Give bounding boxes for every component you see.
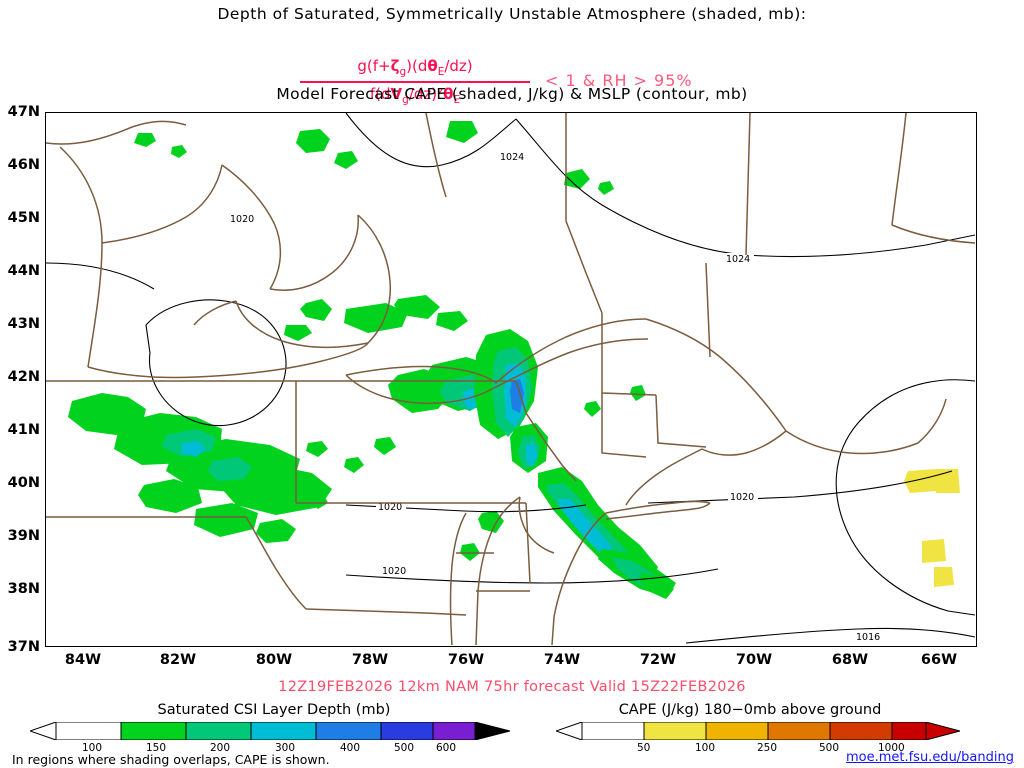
svg-text:1020: 1020 — [730, 492, 754, 503]
lat-label-45n: 45N — [7, 210, 40, 226]
cape-shading — [904, 469, 960, 587]
source-url-link[interactable]: moe.met.fsu.edu/banding — [845, 750, 1014, 765]
csi-tick-500: 500 — [394, 742, 415, 754]
csi-tick-150: 150 — [146, 742, 167, 754]
mslp-contours — [46, 113, 975, 644]
colorbar-cape — [556, 722, 960, 740]
overlap-note: In regions where shading overlaps, CAPE … — [12, 752, 330, 767]
contour-labels: 1024 1020 1024 1020 1020 1020 1016 — [228, 151, 884, 643]
lat-label-38n: 38N — [7, 581, 40, 597]
forecast-timestamp: 12Z19FEB2026 12km NAM 75hr forecast Vali… — [278, 679, 746, 695]
lat-label-42n: 42N — [7, 369, 40, 385]
csi-tick-400: 400 — [340, 742, 361, 754]
svg-text:1020: 1020 — [382, 566, 406, 577]
lon-label-76w: 76W — [447, 652, 485, 668]
cape-tick-1000: 1000 — [878, 742, 905, 754]
lat-label-44n: 44N — [7, 263, 40, 279]
lon-label-84w: 84W — [64, 652, 102, 668]
cape-tick-100: 100 — [695, 742, 716, 754]
lat-label-46n: 46N — [7, 157, 40, 173]
formula-block: g(f+ζg)(dθE/dz) f(dVg/dz)²θE < 1 & RH > … — [0, 28, 1024, 106]
lat-label-40n: 40N — [7, 475, 40, 491]
colorbar-csi — [30, 722, 510, 740]
lon-label-68w: 68W — [831, 652, 869, 668]
cape-tick-500: 500 — [819, 742, 840, 754]
formula-denominator: f(dVg/dz)²θE — [369, 85, 461, 106]
svg-text:1020: 1020 — [378, 502, 402, 513]
cape-tick-250: 250 — [757, 742, 778, 754]
cape-tick-50: 50 — [637, 742, 651, 754]
lon-label-74w: 74W — [543, 652, 581, 668]
formula-condition: < 1 & RH > 95% — [545, 71, 693, 90]
lat-label-47n: 47N — [7, 104, 40, 120]
colorbar-left-title: Saturated CSI Layer Depth (mb) — [157, 702, 391, 718]
colorbar-right-title: CAPE (J/kg) 180−0mb above ground — [618, 702, 882, 718]
lat-label-41n: 41N — [7, 422, 40, 438]
csi-tick-300: 300 — [275, 742, 296, 754]
csi-tick-200: 200 — [210, 742, 231, 754]
lon-label-78w: 78W — [351, 652, 389, 668]
map-panel[interactable]: 1024 1020 1024 1020 1020 1020 1016 — [45, 112, 977, 647]
lat-label-43n: 43N — [7, 316, 40, 332]
formula-numerator: g(f+ζg)(dθE/dz) — [357, 57, 473, 78]
title-line-1: Depth of Saturated, Symmetrically Unstab… — [217, 5, 807, 23]
svg-text:1024: 1024 — [500, 152, 524, 163]
svg-text:1020: 1020 — [230, 214, 254, 225]
lon-label-70w: 70W — [735, 652, 773, 668]
svg-text:1016: 1016 — [856, 632, 880, 643]
csi-tick-600: 600 — [436, 742, 457, 754]
lat-label-37n: 37N — [7, 639, 40, 655]
lon-label-82w: 82W — [159, 652, 197, 668]
fraction-bar — [300, 81, 530, 83]
csi-tick-100: 100 — [82, 742, 103, 754]
geography — [46, 113, 975, 645]
lon-label-66w: 66W — [920, 652, 958, 668]
lon-label-72w: 72W — [639, 652, 677, 668]
svg-text:1024: 1024 — [726, 254, 750, 265]
lon-label-80w: 80W — [255, 652, 293, 668]
csi-shading — [68, 121, 676, 599]
title-line-2: Model Forecast CAPE (shaded, J/kg) & MSL… — [276, 85, 748, 103]
lat-label-39n: 39N — [7, 528, 40, 544]
title-block: Depth of Saturated, Symmetrically Unstab… — [0, 0, 1024, 108]
map-canvas: 1024 1020 1024 1020 1020 1020 1016 — [46, 113, 975, 645]
